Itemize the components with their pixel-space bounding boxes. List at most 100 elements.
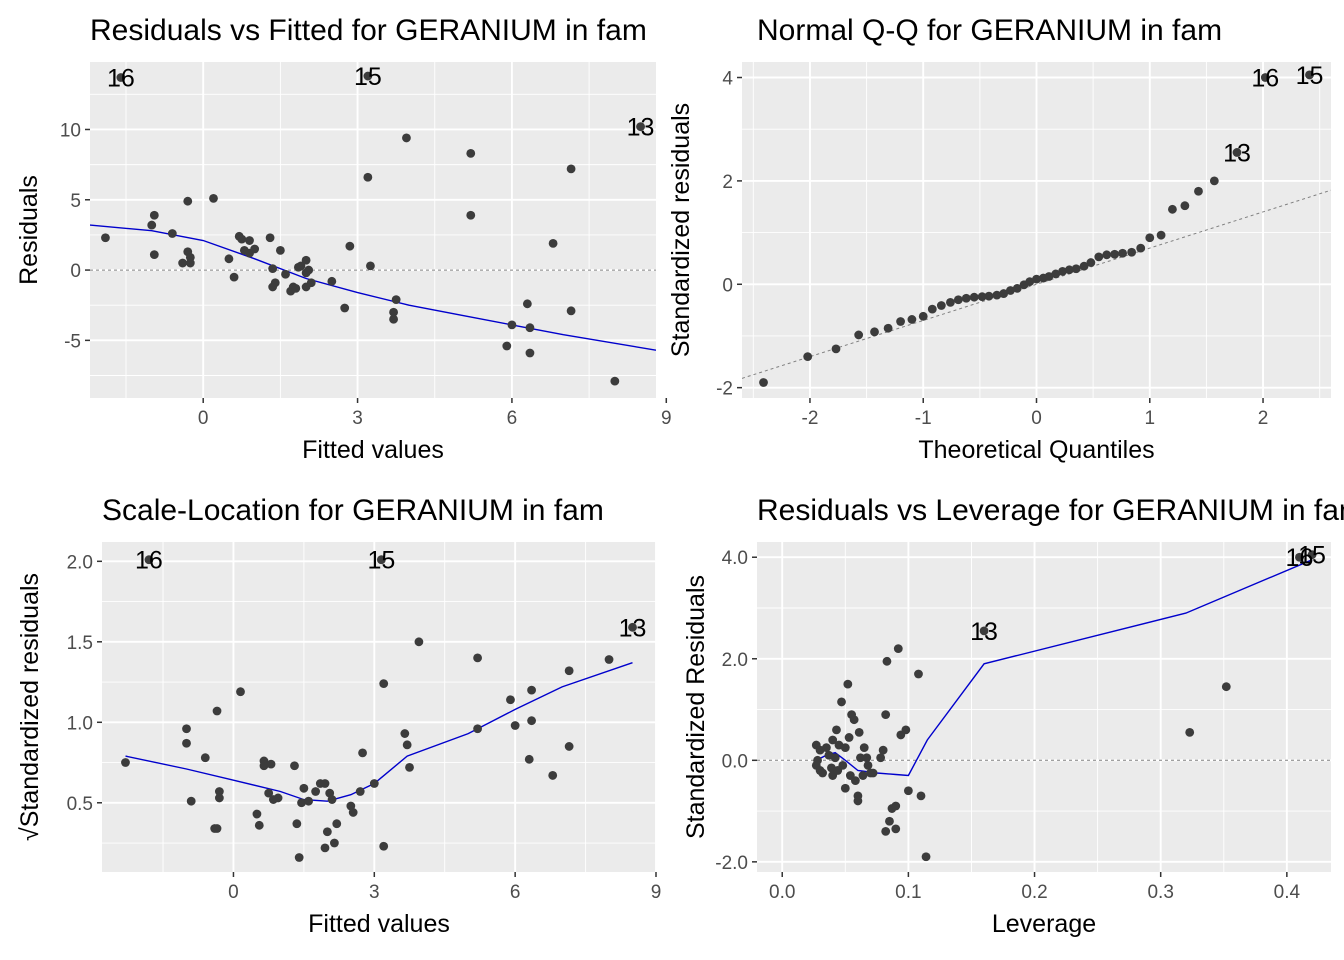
data-point (149, 250, 159, 260)
point-label: 15 (1298, 542, 1326, 570)
data-point (355, 787, 365, 796)
data-point (832, 725, 841, 735)
data-point (830, 753, 840, 763)
data-point (821, 743, 831, 753)
data-point (844, 733, 854, 742)
data-point (1094, 252, 1104, 262)
data-point (853, 791, 863, 801)
data-point (275, 245, 285, 255)
point-label: 16 (135, 547, 163, 575)
data-point (522, 299, 532, 309)
x-tick-label: -2 (802, 408, 819, 429)
point-label: 15 (1296, 62, 1324, 90)
data-point (209, 193, 218, 203)
data-point (405, 762, 414, 772)
data-point (466, 148, 476, 158)
data-point (311, 787, 321, 796)
data-point (236, 687, 245, 697)
data-point (389, 307, 398, 317)
plot-title: Residuals vs Fitted for GERANIUM in fam (90, 14, 647, 47)
x-tick-label: 0 (198, 408, 209, 429)
data-point (327, 276, 337, 286)
x-tick-label: 0.1 (895, 882, 921, 903)
data-point (914, 669, 923, 679)
data-point (527, 685, 536, 695)
data-point (566, 164, 576, 174)
data-point (881, 710, 891, 720)
data-point (881, 826, 891, 836)
data-point (402, 740, 412, 750)
x-axis-label: Leverage (992, 910, 1096, 938)
data-point (182, 724, 191, 734)
data-point (921, 852, 931, 862)
data-point (961, 293, 971, 303)
data-point (903, 786, 913, 796)
plot-background (90, 62, 656, 398)
y-axis-label: √Standardized residuals (16, 573, 44, 841)
data-point (1307, 550, 1317, 560)
data-point (1260, 73, 1270, 82)
data-point (851, 776, 860, 786)
data-point (473, 653, 482, 663)
x-tick-label: 6 (507, 408, 518, 429)
data-point (358, 748, 367, 758)
data-point (849, 715, 859, 725)
data-point (837, 697, 846, 707)
data-point (214, 787, 224, 796)
data-point (502, 341, 512, 351)
data-point (840, 743, 850, 753)
data-point (1044, 272, 1054, 281)
x-axis-label: Theoretical Quantiles (918, 436, 1154, 464)
x-tick-label: 2 (1258, 408, 1269, 429)
y-tick-label: 2.0 (67, 552, 93, 573)
data-point (524, 754, 534, 764)
data-point (843, 679, 853, 689)
data-point (759, 378, 768, 387)
data-point (883, 323, 893, 333)
plot-marks (90, 71, 656, 386)
data-point (891, 824, 901, 834)
data-point (916, 791, 926, 801)
data-point (273, 793, 283, 803)
smoother-line (125, 662, 633, 802)
data-point (281, 269, 290, 279)
data-point (297, 798, 306, 808)
data-point (200, 753, 210, 763)
data-point (322, 827, 332, 837)
data-point (918, 311, 928, 321)
y-tick-label: 0 (722, 275, 733, 296)
data-point (803, 352, 813, 362)
data-point (212, 706, 222, 716)
data-point (1185, 727, 1195, 737)
data-point (1156, 230, 1166, 240)
x-tick-label: 0.2 (1021, 882, 1047, 903)
data-point (379, 679, 389, 689)
data-point (376, 555, 386, 565)
data-point (893, 644, 903, 654)
data-point (896, 317, 905, 326)
point-label: 15 (367, 547, 395, 575)
data-point (868, 768, 878, 778)
data-point (969, 292, 979, 302)
data-point (564, 666, 574, 676)
data-point (1012, 284, 1022, 293)
plot-panel-2: -2 -1 0 1 2 -2 0 2 4 13 16 15 Normal Q-Q for GERANIU… (667, 14, 1331, 464)
data-point (1086, 258, 1096, 267)
data-point (212, 824, 222, 833)
data-point (891, 801, 901, 811)
data-point (838, 760, 848, 770)
x-tick-label: 6 (510, 882, 521, 903)
data-point (363, 172, 373, 182)
plot-title: Normal Q-Q for GERANIUM in fam (757, 14, 1222, 47)
data-point (1221, 682, 1231, 692)
data-point (610, 376, 620, 386)
data-point (525, 323, 535, 333)
x-tick-label: 3 (369, 882, 380, 903)
data-point (178, 258, 188, 268)
y-tick-label: 2 (722, 172, 733, 193)
plot-marks (757, 550, 1331, 862)
data-point (1305, 70, 1314, 80)
data-point (1025, 277, 1035, 287)
data-point (854, 727, 864, 737)
